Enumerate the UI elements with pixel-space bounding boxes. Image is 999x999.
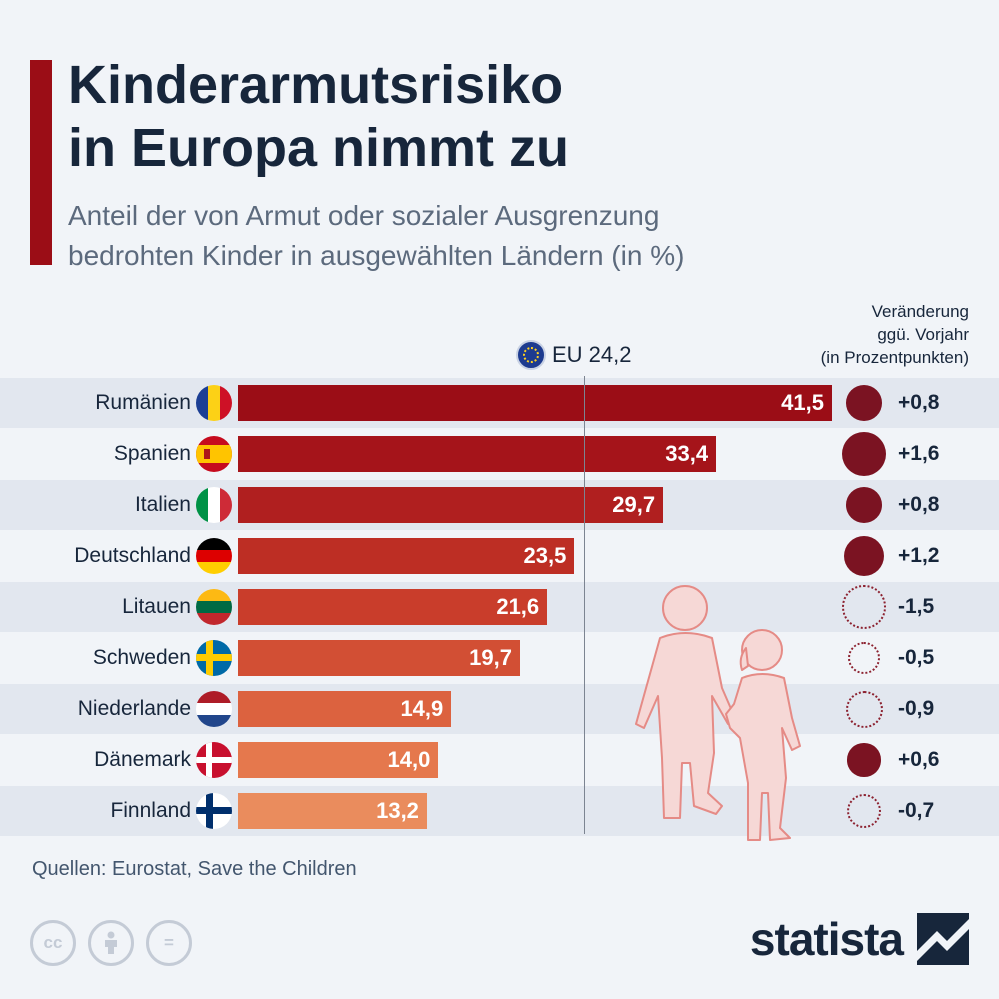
title-line: in Europa nimmt zu <box>68 118 570 178</box>
change-header-line: Veränderung <box>871 302 969 321</box>
bar: 13,2 <box>238 793 427 829</box>
eu-flag-icon <box>516 340 546 370</box>
bar: 23,5 <box>238 538 575 574</box>
change-column-header: Veränderung ggü. Vorjahr (in Prozentpunk… <box>821 300 969 369</box>
country-label: Deutschland <box>74 544 191 567</box>
change-header-line: ggü. Vorjahr <box>877 325 969 344</box>
romania-flag-icon <box>196 385 232 421</box>
change-dot <box>845 690 883 728</box>
eu-reference-line <box>584 376 586 834</box>
lithuania-flag-icon <box>196 589 232 625</box>
country-label: Schweden <box>92 646 191 669</box>
bar: 14,9 <box>238 691 452 727</box>
change-dot <box>847 743 881 777</box>
attribution-person-icon[interactable] <box>88 920 134 966</box>
eu-reference-text: EU 24,2 <box>552 342 632 367</box>
change-header-line: (in Prozentpunkten) <box>820 348 969 367</box>
eu-reference-label: EU 24,2 <box>516 340 632 370</box>
change-dot <box>846 385 882 421</box>
netherlands-flag-icon <box>196 691 232 727</box>
bar-value-label: 41,5 <box>781 390 824 415</box>
license-icons: cc = <box>30 920 192 966</box>
country-label: Dänemark <box>94 748 191 771</box>
title-line: Kinderarmutsrisiko <box>68 55 564 115</box>
bar: 41,5 <box>238 385 832 421</box>
subtitle-line: bedrohten Kinder in ausgewählten Ländern… <box>68 240 685 271</box>
change-dot <box>842 432 886 476</box>
change-dot <box>842 585 886 629</box>
creative-commons-icon[interactable]: cc <box>30 920 76 966</box>
bar: 29,7 <box>238 487 664 523</box>
change-dot <box>846 793 882 829</box>
bar-value-label: 21,6 <box>496 594 540 619</box>
bar-value-label: 13,2 <box>376 798 419 823</box>
change-dot <box>846 487 882 523</box>
source-note: Quellen: Eurostat, Save the Children <box>32 858 357 880</box>
change-value-label: +1,6 <box>898 442 940 465</box>
finland-flag-icon <box>196 793 232 829</box>
country-label: Litauen <box>122 595 191 618</box>
change-value-label: -0,7 <box>898 799 935 822</box>
country-label: Finnland <box>110 799 191 822</box>
change-value-label: +0,8 <box>898 391 940 414</box>
page-title: Kinderarmutsrisiko in Europa nimmt zu <box>68 54 968 180</box>
country-label: Spanien <box>113 442 191 465</box>
spain-flag-icon <box>196 436 232 472</box>
bar-value-label: 14,9 <box>400 696 444 721</box>
statista-logo[interactable]: statista <box>750 912 969 966</box>
title-accent-bar <box>30 60 52 265</box>
italy-flag-icon <box>196 487 232 523</box>
change-value-label: -1,5 <box>898 595 935 618</box>
no-derivatives-icon[interactable]: = <box>146 920 192 966</box>
bar-value-label: 19,7 <box>469 645 512 670</box>
sweden-flag-icon <box>196 640 232 676</box>
chart-row <box>0 684 999 734</box>
country-label: Rumänien <box>95 391 191 414</box>
change-value-label: -0,5 <box>898 646 935 669</box>
change-value-label: +1,2 <box>898 544 940 567</box>
denmark-flag-icon <box>196 742 232 778</box>
chart-row <box>0 786 999 836</box>
bar-value-label: 23,5 <box>523 543 567 568</box>
children-silhouette-icon <box>635 585 801 841</box>
change-value-label: -0,9 <box>898 697 935 720</box>
change-value-label: +0,6 <box>898 748 940 771</box>
statista-wordmark: statista <box>749 913 904 965</box>
bar: 19,7 <box>238 640 520 676</box>
page-subtitle: Anteil der von Armut oder sozialer Ausgr… <box>68 196 968 276</box>
bar-value-label: 29,7 <box>612 492 656 517</box>
change-value-label: +0,8 <box>898 493 940 516</box>
country-label: Niederlande <box>77 697 191 720</box>
change-dot <box>843 535 885 577</box>
country-label: Italien <box>134 493 191 516</box>
statista-mark-icon <box>917 913 969 965</box>
change-dot <box>848 642 880 674</box>
subtitle-line: Anteil der von Armut oder sozialer Ausgr… <box>68 200 660 231</box>
germany-flag-icon <box>196 538 232 574</box>
bar-value-label: 14,0 <box>387 747 431 772</box>
bar: 33,4 <box>238 436 717 472</box>
bar: 14,0 <box>238 742 439 778</box>
bar: 21,6 <box>238 589 548 625</box>
bar-value-label: 33,4 <box>665 441 709 466</box>
